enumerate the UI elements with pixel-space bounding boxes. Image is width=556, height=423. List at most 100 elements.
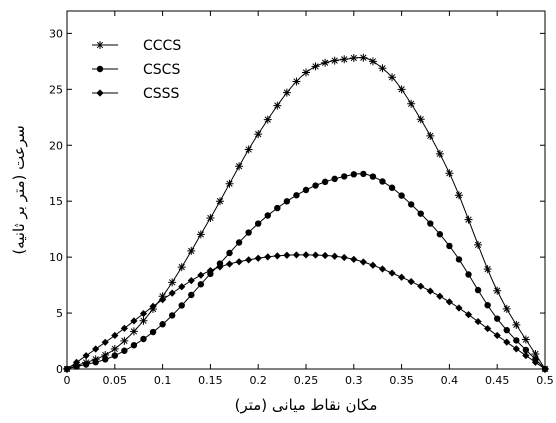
- data-point-csss: [206, 266, 214, 275]
- legend-label: CSSS: [143, 86, 180, 102]
- data-point-cccs: [302, 68, 310, 77]
- y-tick-label: 5: [56, 307, 63, 320]
- data-point-csss: [350, 255, 358, 263]
- data-point-csss: [283, 251, 291, 259]
- data-point-csss: [139, 309, 148, 318]
- y-tick-label: 0: [56, 363, 63, 376]
- data-point-cccs: [187, 246, 196, 255]
- data-point-csss: [187, 277, 195, 285]
- data-point-cccs: [215, 197, 224, 206]
- data-point-csss: [254, 254, 262, 262]
- data-point-cscs: [465, 271, 472, 278]
- data-point-cccs: [388, 73, 397, 82]
- data-point-csss: [235, 258, 243, 266]
- data-point-csss: [149, 302, 157, 311]
- data-point-cccs: [244, 145, 253, 154]
- x-axis-title: مکان نقاط میانی (متر): [235, 396, 378, 414]
- data-point-cccs: [168, 278, 177, 287]
- data-point-csss: [216, 263, 224, 271]
- data-point-cscs: [130, 342, 138, 349]
- data-point-csss: [464, 311, 473, 319]
- data-point-cccs: [445, 169, 454, 178]
- data-point-csss: [484, 324, 492, 333]
- data-point-cccs: [359, 53, 368, 62]
- legend-item-cscs: CSCS: [92, 62, 180, 78]
- data-point-cccs: [273, 101, 282, 110]
- data-point-cccs: [368, 57, 377, 66]
- x-tick-label: 0.1: [154, 374, 172, 387]
- data-point-cccs: [292, 77, 301, 86]
- data-point-cscs: [417, 210, 424, 217]
- data-point-csss: [436, 292, 444, 300]
- data-point-csss: [130, 317, 138, 325]
- data-point-cccs: [474, 240, 483, 249]
- data-point-cccs: [101, 350, 110, 359]
- data-point-cccs: [426, 131, 435, 140]
- data-point-cccs: [416, 115, 425, 124]
- data-point-cccs: [397, 85, 406, 94]
- data-point-csss: [474, 317, 482, 326]
- x-tick-label: 0.05: [103, 374, 128, 387]
- data-point-cccs: [521, 335, 530, 344]
- series-cccs: [63, 53, 549, 373]
- data-point-csss: [120, 324, 128, 332]
- data-point-csss: [302, 251, 310, 259]
- data-point-cscs: [188, 291, 195, 299]
- data-point-cccs: [407, 99, 416, 108]
- data-point-cccs: [263, 115, 272, 124]
- data-point-csss: [197, 271, 205, 279]
- x-tick-label: 0.4: [441, 374, 459, 387]
- data-point-csss: [359, 258, 367, 266]
- data-point-cccs: [464, 215, 473, 224]
- data-point-cccs: [311, 62, 320, 71]
- data-point-cscs: [446, 242, 453, 250]
- data-point-csss: [159, 296, 167, 304]
- data-point-csss: [503, 338, 511, 346]
- data-point-cscs: [226, 249, 233, 257]
- data-point-csss: [378, 265, 387, 273]
- data-point-cscs: [197, 281, 205, 288]
- data-point-cscs: [140, 335, 147, 343]
- data-point-cscs: [235, 239, 243, 246]
- data-point-csss: [82, 352, 90, 360]
- data-point-cccs: [120, 336, 129, 345]
- data-point-cscs: [312, 182, 319, 189]
- data-point-cscs: [407, 201, 415, 208]
- data-point-cccs: [330, 56, 339, 65]
- data-point-csss: [168, 289, 176, 297]
- data-point-cscs: [264, 212, 271, 219]
- data-point-cscs: [398, 192, 405, 199]
- data-point-cscs: [111, 352, 119, 359]
- data-point-csss: [426, 287, 434, 295]
- data-point-cccs: [235, 162, 244, 171]
- data-point-cscs: [302, 186, 310, 194]
- data-point-csss: [445, 298, 453, 306]
- data-point-csss: [311, 251, 320, 259]
- data-point-cccs: [378, 64, 387, 73]
- data-point-csss: [292, 251, 301, 259]
- data-point-cscs: [159, 321, 166, 328]
- data-point-cccs: [254, 130, 263, 139]
- data-point-cscs: [82, 361, 90, 368]
- data-point-cscs: [484, 301, 491, 309]
- data-point-cscs: [102, 356, 109, 363]
- data-point-csss: [512, 345, 520, 353]
- legend-label: CSCS: [143, 62, 180, 78]
- data-point-cccs: [282, 88, 291, 97]
- data-point-csss: [225, 260, 234, 268]
- data-point-cscs: [474, 286, 482, 294]
- data-point-cccs: [454, 191, 463, 200]
- data-point-cccs: [129, 327, 138, 336]
- data-point-csss: [531, 358, 540, 366]
- data-point-cscs: [274, 204, 281, 212]
- data-point-csss: [331, 252, 339, 260]
- legend-marker: [96, 41, 104, 49]
- data-point-cscs: [331, 175, 338, 183]
- data-point-csss: [92, 345, 100, 353]
- data-point-csss: [273, 252, 281, 260]
- data-point-cscs: [178, 302, 185, 309]
- data-point-cscs: [321, 178, 329, 186]
- data-point-csss: [340, 253, 348, 262]
- data-point-cscs: [255, 220, 262, 227]
